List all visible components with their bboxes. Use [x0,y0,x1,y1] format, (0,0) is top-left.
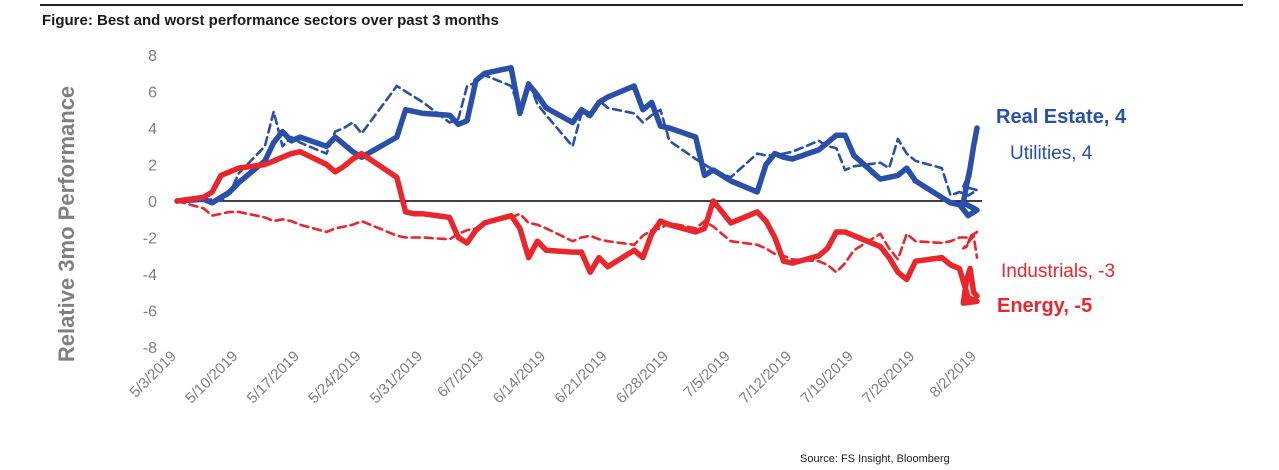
x-tick-label: 6/28/2019 [613,348,672,407]
y-tick-label: -8 [143,340,157,357]
y-tick-label: 0 [148,194,157,211]
top-rule [40,4,1243,6]
series-lines [174,65,980,306]
label-real-estate: Real Estate, 4 [996,106,1127,128]
y-tick-label: 8 [148,48,157,65]
series-line-industrials [175,199,979,274]
x-tick-label: 7/26/2019 [859,348,918,407]
x-tick-label: 5/17/2019 [244,348,303,407]
x-tick-labels: 5/3/2019 5/10/2019 5/17/2019 5/24/2019 5/31/… [127,348,980,407]
label-energy: Energy, -5 [997,295,1092,317]
y-tick-label: -2 [143,231,157,248]
y-tick-label: -6 [143,304,157,321]
source-note: Source: FS Insight, Bloomberg [800,453,950,465]
x-tick-label: 6/7/2019 [434,348,487,401]
y-tick-label: -4 [143,267,157,284]
x-tick-label: 5/10/2019 [182,348,241,407]
series-line-real-estate [174,65,980,219]
figure-title: Figure: Best and worst performance secto… [42,12,499,29]
y-tick-label: 6 [148,85,157,102]
label-industrials: Industrials, -3 [1001,261,1115,282]
x-tick-label: 7/5/2019 [680,348,733,401]
x-tick-label: 6/14/2019 [490,348,549,407]
line-labels: Real Estate, 4 Utilities, 4 Industrials, -… [996,106,1127,317]
x-tick-label: 6/21/2019 [551,348,610,407]
x-tick-label: 7/19/2019 [798,348,857,407]
series-line-energy [174,148,980,306]
x-tick-label: 7/12/2019 [736,348,795,407]
y-tick-label: 2 [148,158,157,175]
y-axis-title: Relative 3mo Performance [54,86,79,362]
label-utilities: Utilities, 4 [1010,143,1093,164]
x-tick-label: 5/31/2019 [367,348,426,407]
y-tick-label: 4 [148,121,157,138]
x-tick-label: 5/24/2019 [305,348,364,407]
x-tick-label: 8/2/2019 [927,348,980,401]
y-tick-labels: 8 6 4 2 0 -2 -4 -6 -8 [143,48,157,357]
